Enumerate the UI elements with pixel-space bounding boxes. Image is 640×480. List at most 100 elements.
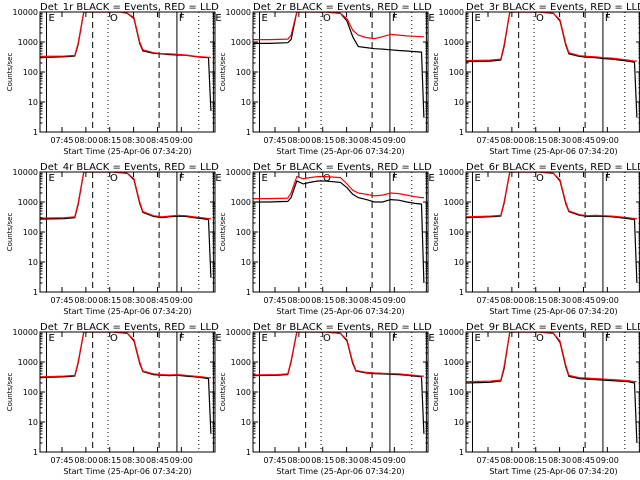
x-tick-label: 08:15 [524,136,547,145]
y-tick-label: 10000 [226,328,251,337]
event-marker-label: F [605,173,611,184]
event-marker-label: E [261,13,267,24]
y-tick-label: 1000 [231,38,251,47]
plot-frame [39,331,216,453]
y-tick-label: 1000 [18,358,38,367]
event-marker-label: E [215,333,221,344]
x-tick-label: 08:00 [500,456,523,465]
y-tick-label: 1 [459,448,464,457]
x-tick-label: 08:30 [548,456,571,465]
event-marker-label: O [536,13,544,24]
event-marker-label: O [323,173,331,184]
x-axis-label: Start Time (25-Apr-06 07:34:20) [489,307,617,316]
y-tick-label: 10 [454,258,464,267]
x-tick-label: 08:30 [122,136,145,145]
event-marker-label: F [179,13,185,24]
x-tick-label: 08:15 [311,296,334,305]
x-axis-label: Start Time (25-Apr-06 07:34:20) [63,467,191,476]
y-tick-label: 1000 [444,38,464,47]
x-tick-label: 09:00 [383,296,406,305]
y-axis-label: Counts/sec [432,373,440,412]
y-tick-label: 1000 [231,358,251,367]
event-marker-label: E [428,333,434,344]
x-tick-label: 07:45 [476,296,499,305]
series-line-events [40,172,212,278]
panel-title: Det_3r BLACK = Events, RED = LLD [466,2,640,13]
x-axis-label: Start Time (25-Apr-06 07:34:20) [489,467,617,476]
x-tick-label: 07:45 [50,296,73,305]
y-tick-label: 100 [449,68,464,77]
event-marker-label: E [261,173,267,184]
x-tick-label: 08:00 [500,296,523,305]
event-marker-label: E [48,173,54,184]
y-tick-label: 1000 [444,198,464,207]
y-tick-label: 10000 [13,328,38,337]
y-axis-label: Counts/sec [432,53,440,92]
x-tick-label: 08:00 [287,136,310,145]
y-axis-label: Counts/sec [219,53,227,92]
series-line-events [466,332,638,444]
detector-panel-6: Det_6r BLACK = Events, RED = LLDEOFE1101… [432,162,640,316]
y-tick-label: 10 [28,258,38,267]
plot-frame [465,11,640,133]
series-line-events [466,172,638,284]
y-tick-label: 1 [33,128,38,137]
x-tick-label: 08:30 [335,136,358,145]
y-tick-label: 100 [236,388,251,397]
x-tick-label: 07:45 [263,296,286,305]
x-axis-label: Start Time (25-Apr-06 07:34:20) [489,147,617,156]
series-line-events [253,180,425,284]
event-marker-label: F [605,333,611,344]
y-tick-label: 10000 [13,168,38,177]
y-tick-label: 1 [459,288,464,297]
panel-title: Det_7r BLACK = Events, RED = LLD [40,322,219,333]
plot-frame [252,331,429,453]
y-tick-label: 100 [23,388,38,397]
x-tick-label: 08:15 [524,296,547,305]
y-tick-label: 100 [23,228,38,237]
event-marker-label: O [110,333,118,344]
x-tick-label: 07:45 [476,136,499,145]
event-marker-label: E [215,173,221,184]
series-line-events [253,332,425,434]
event-marker-label: O [323,333,331,344]
x-tick-label: 08:15 [98,456,121,465]
event-marker-label: O [323,13,331,24]
y-tick-label: 1 [246,288,251,297]
x-tick-label: 08:45 [572,456,595,465]
series-line-lld [40,172,211,220]
y-tick-label: 10000 [439,328,464,337]
y-axis-label: Counts/sec [219,373,227,412]
x-tick-label: 08:45 [359,296,382,305]
y-tick-label: 10 [28,98,38,107]
x-tick-label: 08:00 [74,296,97,305]
x-tick-label: 08:15 [311,456,334,465]
y-tick-label: 10000 [226,168,251,177]
x-tick-label: 07:45 [263,456,286,465]
y-tick-label: 10 [241,98,251,107]
x-tick-label: 08:15 [311,136,334,145]
x-tick-label: 08:30 [122,296,145,305]
y-tick-label: 1 [33,448,38,457]
panel-title: Det_1r BLACK = Events, RED = LLD [40,2,219,13]
x-tick-label: 08:00 [500,136,523,145]
y-axis-label: Counts/sec [432,213,440,252]
x-axis-label: Start Time (25-Apr-06 07:34:20) [276,307,404,316]
series-line-lld [466,12,637,62]
series-line-events [466,12,638,118]
series-line-lld [253,332,424,377]
y-tick-label: 1 [246,128,251,137]
x-tick-label: 08:30 [335,456,358,465]
x-axis-label: Start Time (25-Apr-06 07:34:20) [63,307,191,316]
x-tick-label: 07:45 [50,456,73,465]
panel-title: Det_6r BLACK = Events, RED = LLD [466,162,640,173]
series-line-lld [466,172,637,220]
x-tick-label: 08:00 [74,456,97,465]
x-axis-label: Start Time (25-Apr-06 07:34:20) [276,147,404,156]
x-tick-label: 08:45 [572,296,595,305]
x-tick-label: 09:00 [170,456,193,465]
